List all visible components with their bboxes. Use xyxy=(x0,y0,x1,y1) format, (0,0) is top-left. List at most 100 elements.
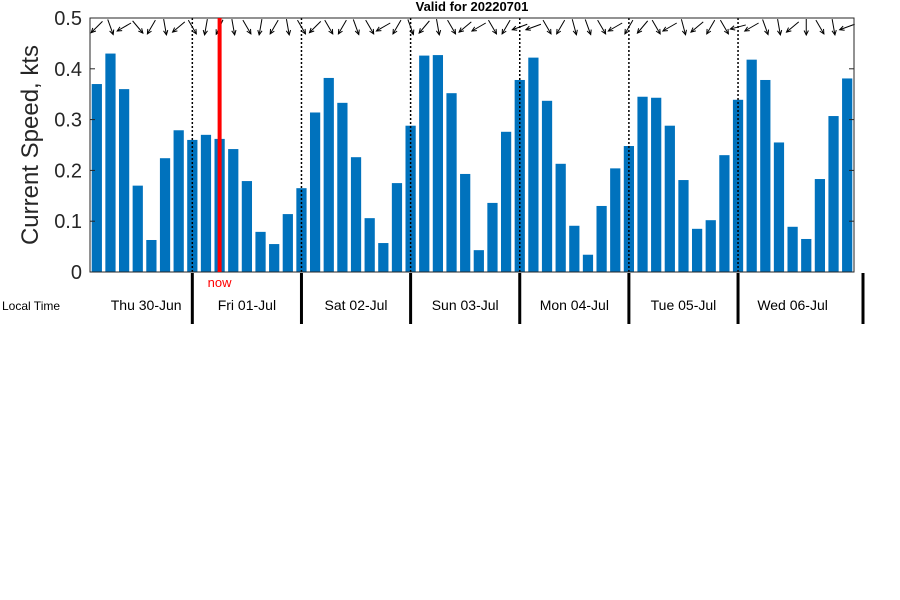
day-axis: Thu 30-Jun Fri 01-Jul Sat 02-Jul Sun 03-Jul… xyxy=(111,273,865,324)
direction-arrow xyxy=(661,22,677,32)
y-axis-ticks: 0 0.1 0.2 0.3 0.4 0.5 xyxy=(54,8,854,284)
bar xyxy=(623,146,635,272)
direction-arrow xyxy=(458,21,472,33)
direction-arrow xyxy=(690,21,704,33)
bar xyxy=(473,250,484,272)
day-label: Fri 01-Jul xyxy=(218,297,276,313)
bar xyxy=(719,155,730,272)
bar xyxy=(541,100,553,272)
y-tick-label: 0.5 xyxy=(54,8,82,30)
bar xyxy=(801,238,812,272)
direction-arrow xyxy=(556,19,566,35)
direction-arrow xyxy=(447,19,457,35)
direction-arrow xyxy=(107,19,115,36)
bar xyxy=(555,163,566,272)
day-label: Wed 06-Jul xyxy=(757,297,828,313)
direction-arrow xyxy=(729,24,746,31)
direction-arrow xyxy=(375,22,391,32)
direction-arrow xyxy=(435,19,442,37)
bar xyxy=(814,179,826,272)
bar xyxy=(842,78,853,273)
direction-arrow xyxy=(257,19,263,37)
day-label: Mon 04-Jul xyxy=(540,297,609,313)
direction-arrow xyxy=(501,19,511,35)
y-axis-label: Current Speed, kts xyxy=(17,45,44,245)
y-tick-label: 0.3 xyxy=(54,110,82,132)
direction-arrow xyxy=(743,22,759,32)
bar xyxy=(132,185,143,272)
direction-arrow xyxy=(324,19,334,35)
day-label: Sat 02-Jul xyxy=(325,297,388,313)
bar xyxy=(691,228,703,272)
bar xyxy=(378,243,389,272)
direction-arrow xyxy=(285,19,292,37)
direction-arrow xyxy=(542,19,552,35)
bar xyxy=(323,77,334,272)
bar xyxy=(269,244,280,272)
direction-arrow xyxy=(831,19,837,37)
direction-arrow xyxy=(187,19,197,35)
direction-arrow xyxy=(511,23,528,31)
day-label: Sun 03-Jul xyxy=(432,297,499,313)
direction-arrow xyxy=(90,20,103,34)
bar xyxy=(651,97,662,272)
bar xyxy=(487,202,498,272)
bar xyxy=(773,142,785,272)
bar xyxy=(760,79,771,272)
direction-arrow xyxy=(202,19,208,37)
bar xyxy=(746,59,757,272)
bar xyxy=(228,149,239,272)
bar xyxy=(432,55,444,272)
bar xyxy=(500,131,512,272)
bar xyxy=(118,89,130,273)
bar xyxy=(678,180,689,272)
direction-arrow xyxy=(571,19,578,36)
direction-arrow xyxy=(803,19,809,37)
bar xyxy=(282,214,293,272)
bar xyxy=(91,84,102,272)
direction-arrow xyxy=(680,19,687,36)
direction-arrow xyxy=(146,19,156,35)
bar xyxy=(787,226,798,272)
direction-arrow xyxy=(607,22,623,32)
day-label: Tue 05-Jul xyxy=(651,297,717,313)
bar xyxy=(569,225,580,272)
direction-arrows xyxy=(90,19,855,37)
bar xyxy=(460,173,471,272)
direction-arrow xyxy=(407,19,415,36)
direction-arrow xyxy=(624,19,634,35)
direction-arrow xyxy=(777,19,783,37)
direction-arrow xyxy=(365,19,375,35)
bar xyxy=(705,220,716,272)
bar xyxy=(200,134,212,272)
bar xyxy=(828,116,839,272)
bar xyxy=(596,205,607,272)
direction-arrow xyxy=(488,19,498,35)
direction-arrow xyxy=(308,20,322,34)
chart-title: Valid for 20220701 xyxy=(416,0,529,14)
direction-arrow xyxy=(706,19,716,35)
bar xyxy=(350,157,362,272)
direction-arrow xyxy=(132,20,144,35)
bar xyxy=(582,254,594,272)
now-label: now xyxy=(208,275,232,290)
bar xyxy=(173,130,184,272)
bar xyxy=(419,55,430,273)
bar xyxy=(337,102,348,272)
bar xyxy=(391,183,403,272)
bar xyxy=(446,93,457,273)
plot-area-frame xyxy=(89,17,855,273)
bar xyxy=(364,218,375,272)
direction-arrow xyxy=(171,21,186,33)
bar xyxy=(528,57,539,273)
bar xyxy=(255,231,266,272)
direction-arrow xyxy=(584,19,592,36)
direction-arrow xyxy=(392,19,402,35)
direction-arrow xyxy=(242,19,252,35)
y-tick-label: 0.2 xyxy=(54,160,82,182)
bar xyxy=(309,112,321,272)
bar xyxy=(105,53,116,273)
direction-arrow xyxy=(163,19,169,37)
direction-arrow xyxy=(269,19,279,35)
